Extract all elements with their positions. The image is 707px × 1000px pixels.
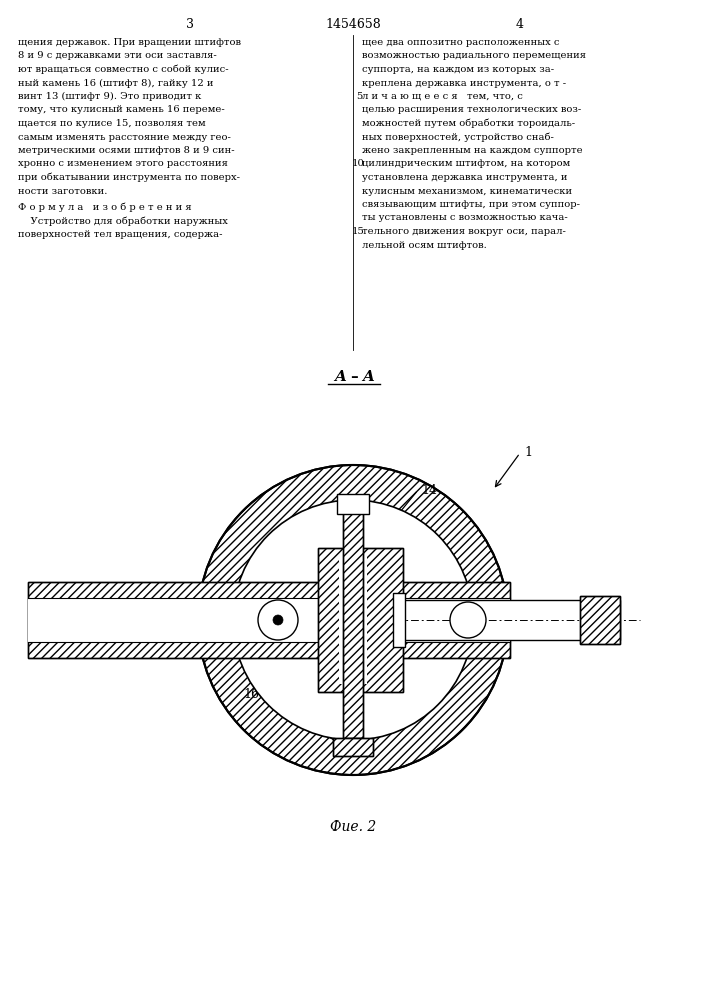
Text: связывающим штифты, при этом суппор-: связывающим штифты, при этом суппор- xyxy=(362,200,580,209)
Bar xyxy=(343,500,363,738)
Text: кулисным механизмом, кинематически: кулисным механизмом, кинематически xyxy=(362,186,572,196)
Circle shape xyxy=(450,602,486,638)
Text: креплена державка инструмента, о т -: креплена державка инструмента, о т - xyxy=(362,79,566,88)
Text: A: A xyxy=(334,370,346,384)
Bar xyxy=(333,738,373,756)
Text: лельной осям штифтов.: лельной осям штифтов. xyxy=(362,240,486,249)
Text: ных поверхностей, устройство снаб-: ных поверхностей, устройство снаб- xyxy=(362,132,554,142)
Circle shape xyxy=(198,465,508,775)
Text: целью расширения технологических воз-: целью расширения технологических воз- xyxy=(362,105,581,114)
Text: винт 13 (штифт 9). Это приводит к: винт 13 (штифт 9). Это приводит к xyxy=(18,92,201,101)
Text: 1454658: 1454658 xyxy=(326,18,381,31)
Bar xyxy=(580,596,620,644)
Bar xyxy=(333,738,373,756)
Text: самым изменять расстояние между гео-: самым изменять расстояние между гео- xyxy=(18,132,231,141)
Text: тельного движения вокруг оси, парал-: тельного движения вокруг оси, парал- xyxy=(362,227,566,236)
Bar xyxy=(28,582,510,658)
Text: можностей путем обработки тороидаль-: можностей путем обработки тороидаль- xyxy=(362,119,575,128)
Text: щения державок. При вращении штифтов: щения державок. При вращении штифтов xyxy=(18,38,241,47)
Text: 14: 14 xyxy=(421,484,437,496)
Text: установлена державка инструмента, и: установлена державка инструмента, и xyxy=(362,173,568,182)
Bar xyxy=(343,500,363,738)
Text: возможностью радиального перемещения: возможностью радиального перемещения xyxy=(362,51,586,60)
Text: при обкатывании инструмента по поверх-: при обкатывании инструмента по поверх- xyxy=(18,173,240,182)
Bar xyxy=(337,494,369,514)
Text: 15: 15 xyxy=(238,584,254,596)
Text: цилиндрическим штифтом, на котором: цилиндрическим штифтом, на котором xyxy=(362,159,571,168)
Text: 3: 3 xyxy=(186,18,194,31)
Text: Фие. 2: Фие. 2 xyxy=(330,820,376,834)
Bar xyxy=(28,582,510,658)
Text: 5: 5 xyxy=(356,92,363,101)
Text: жено закрепленным на каждом суппорте: жено закрепленным на каждом суппорте xyxy=(362,146,583,155)
Text: –: – xyxy=(350,370,358,384)
Text: Ф о р м у л а   и з о б р е т е н и я: Ф о р м у л а и з о б р е т е н и я xyxy=(18,203,192,213)
Text: щее два оппозитно расположенных с: щее два оппозитно расположенных с xyxy=(362,38,559,47)
Circle shape xyxy=(258,600,298,640)
Bar xyxy=(393,593,405,647)
Text: ности заготовки.: ности заготовки. xyxy=(18,186,107,196)
Text: ты установлены с возможностью кача-: ты установлены с возможностью кача- xyxy=(362,214,568,223)
Bar xyxy=(395,600,620,640)
Text: A: A xyxy=(362,370,374,384)
Text: 16: 16 xyxy=(243,688,259,702)
Text: 4: 4 xyxy=(516,18,524,31)
Text: 15: 15 xyxy=(352,227,365,236)
Text: хронно с изменением этого расстояния: хронно с изменением этого расстояния xyxy=(18,159,228,168)
Text: л и ч а ю щ е е с я   тем, что, с: л и ч а ю щ е е с я тем, что, с xyxy=(362,92,523,101)
Text: поверхностей тел вращения, содержа-: поверхностей тел вращения, содержа- xyxy=(18,230,223,239)
Text: суппорта, на каждом из которых за-: суппорта, на каждом из которых за- xyxy=(362,65,554,74)
Text: 10: 10 xyxy=(352,159,365,168)
Text: 8 и 9 с державками эти оси заставля-: 8 и 9 с державками эти оси заставля- xyxy=(18,51,217,60)
Circle shape xyxy=(233,500,473,740)
Bar xyxy=(580,596,620,644)
Text: ный камень 16 (штифт 8), гайку 12 и: ный камень 16 (штифт 8), гайку 12 и xyxy=(18,79,214,88)
Text: 1: 1 xyxy=(524,446,532,460)
Bar xyxy=(339,556,367,684)
Circle shape xyxy=(273,615,283,625)
Text: метрическими осями штифтов 8 и 9 син-: метрическими осями штифтов 8 и 9 син- xyxy=(18,146,235,155)
Bar xyxy=(318,548,403,692)
Text: ют вращаться совместно с собой кулис-: ют вращаться совместно с собой кулис- xyxy=(18,65,228,75)
Bar xyxy=(28,598,510,642)
Text: щается по кулисе 15, позволяя тем: щается по кулисе 15, позволяя тем xyxy=(18,119,206,128)
Text: тому, что кулисный камень 16 переме-: тому, что кулисный камень 16 переме- xyxy=(18,105,225,114)
Text: Устройство для обработки наружных: Устройство для обработки наружных xyxy=(18,217,228,226)
Bar xyxy=(318,548,403,692)
